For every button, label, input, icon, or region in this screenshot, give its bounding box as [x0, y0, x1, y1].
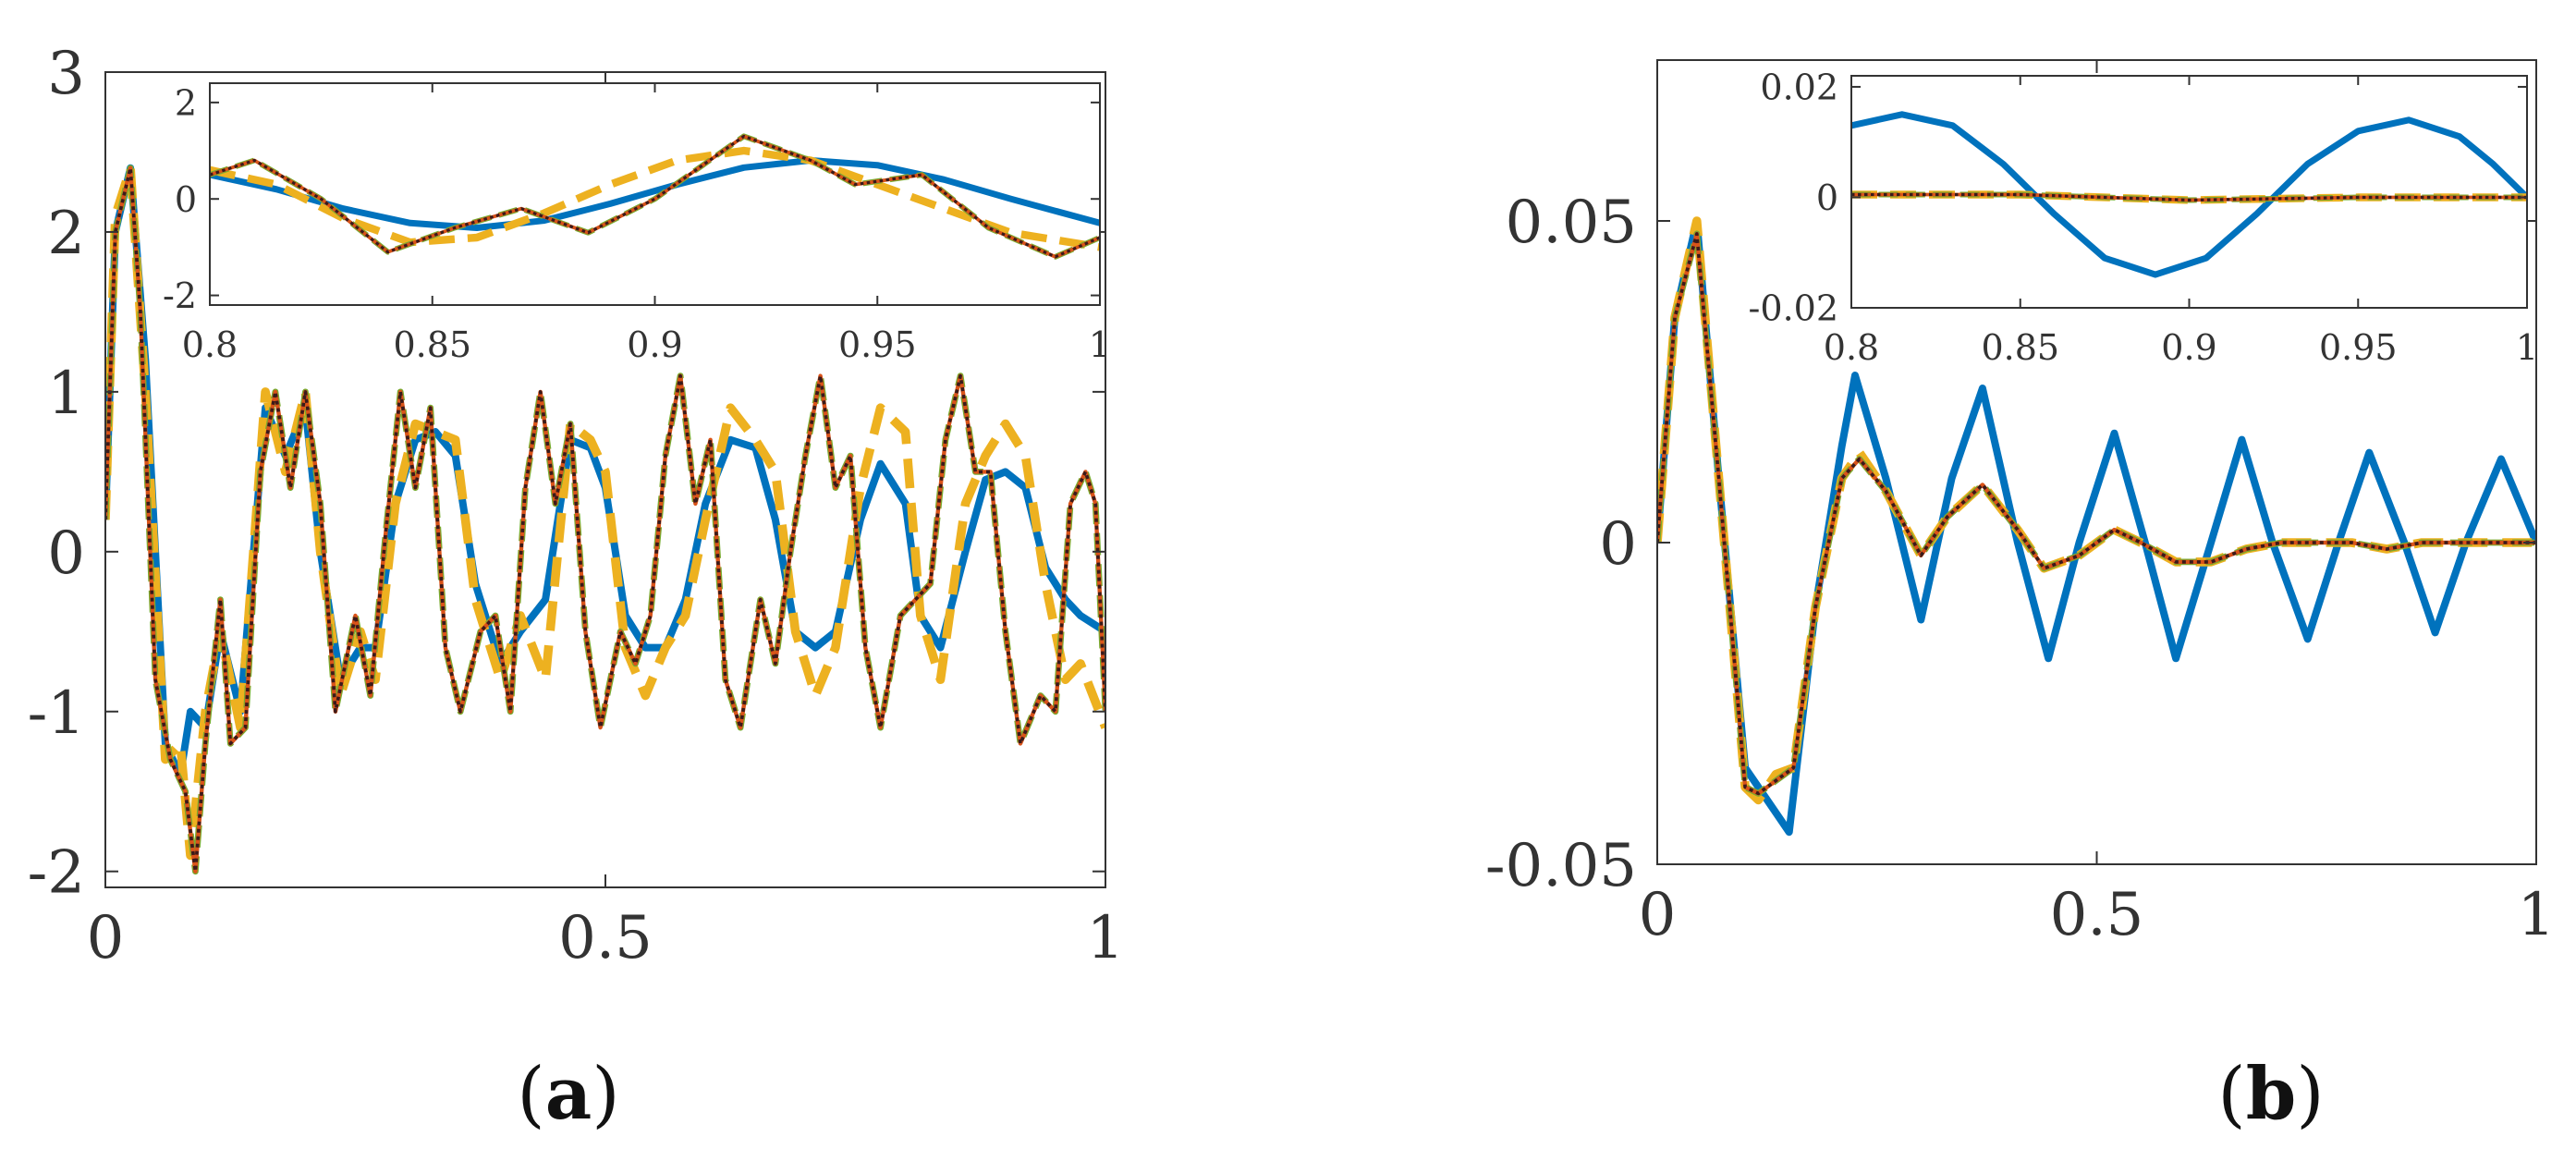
- panel-b-y-tick-label: -0.05: [1485, 832, 1637, 900]
- panel-a-inset-x-tick-label: 1: [1089, 324, 1111, 365]
- panel-b-inset-x-tick-label: 0.85: [1981, 327, 2059, 368]
- panel-b-inset-x-tick-label: 0.95: [2319, 327, 2398, 368]
- panel-a-caption: (a): [517, 1052, 619, 1136]
- panel-a-inset-series-dark-line: [210, 134, 1100, 259]
- panel-a-y-tick-label: 0: [47, 519, 85, 588]
- panel-a-x-tick-label: 0.5: [558, 904, 653, 972]
- panel-b-inset-curves: [1851, 111, 2527, 278]
- panel-a-y-tick-label: 2: [47, 200, 85, 268]
- panel-a-y-tick-label: 1: [47, 360, 85, 428]
- panel-a-curves: [105, 164, 1105, 875]
- panel-b-caption: (b): [2217, 1052, 2324, 1136]
- panel-a-x-tick-label: 0: [87, 904, 125, 972]
- panel-a-inset-curves: [210, 133, 1100, 260]
- panel-a-y-tick-label: -2: [28, 839, 85, 908]
- panel-b-x-tick-label: 0: [1639, 881, 1677, 949]
- panel-a-inset-y-tick-label: 2: [175, 83, 197, 124]
- panel-a-inset-series-blue-line: [210, 157, 1100, 231]
- panel-b-inset-y-tick-label: 0: [1816, 177, 1838, 218]
- panel-b-inset-background: [1851, 76, 2527, 308]
- panel-b-curves: [1657, 216, 2536, 837]
- panel-a-inset-plot: 0.8 0.85 0.9 0.95 1 -2 0 2: [163, 82, 1111, 365]
- panel-b-y-tick-label: 0.05: [1506, 189, 1638, 257]
- panel-a-inset-series-orange-line: [210, 146, 1100, 251]
- panel-b-series-blue-line: [1657, 217, 2536, 837]
- panel-b-inset-y-tick-label: 0.02: [1760, 67, 1838, 108]
- panel-b-inset-plot: 0.8 0.85 0.9 0.95 1 -0.02 0 0.02: [1749, 67, 2539, 368]
- panel-a-x-tick-label: 1: [1087, 904, 1125, 972]
- panel-b-inset-y-tick-label: -0.02: [1749, 288, 1838, 329]
- panel-a-inset-x-tick-label: 0.85: [393, 324, 471, 365]
- panel-b-y-tick-label: 0: [1599, 510, 1637, 579]
- panel-b-series-dark-line: [1657, 232, 2536, 796]
- panel-a-inset-y-tick-label: 0: [175, 179, 197, 220]
- panel-b-inset-series-blue-line: [1851, 111, 2527, 278]
- panel-a-y-tick-label: 3: [47, 40, 85, 108]
- panel-a-inset-x-tick-label: 0.8: [182, 324, 238, 365]
- panel-a-inset-y-tick-label: -2: [163, 275, 197, 316]
- panel-b-x-tick-label: 1: [2518, 881, 2556, 949]
- panel-b-x-tick-label: 0.5: [2050, 881, 2144, 949]
- panel-a-y-tick-label: -1: [28, 679, 85, 748]
- panel-b-inset-x-tick-label: 0.8: [1824, 327, 1879, 368]
- panel-a-series-dark-line: [105, 166, 1105, 874]
- panel-a-series-orange-line: [105, 164, 1105, 861]
- panel-b-inset-x-tick-label: 0.9: [2161, 327, 2216, 368]
- panel-a-inset-x-tick-label: 0.9: [627, 324, 682, 365]
- panel-b-inset-x-tick-label: 1: [2516, 327, 2538, 368]
- panel-a-inset-x-tick-label: 0.95: [838, 324, 917, 365]
- panel-b-inset-series-dark-line: [1851, 192, 2527, 202]
